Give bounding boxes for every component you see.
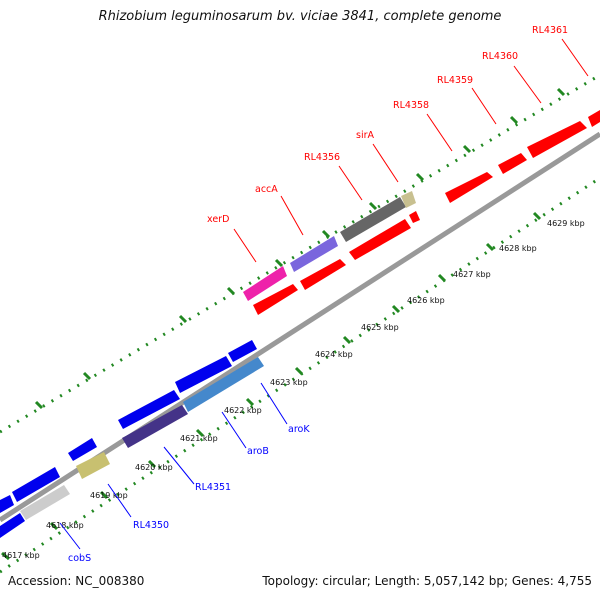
inner-dotted-track xyxy=(0,176,600,574)
leader-line xyxy=(280,195,304,236)
gene-arrow[interactable] xyxy=(401,191,416,208)
gene-label-aroK[interactable]: aroK xyxy=(288,424,310,435)
leader-line xyxy=(372,143,399,183)
scale-label: 4623 kbp xyxy=(270,378,308,387)
top-leader-lines xyxy=(233,38,589,263)
gene-arrow[interactable] xyxy=(20,485,70,520)
major-tick xyxy=(1,551,10,561)
leader-line xyxy=(513,65,542,104)
gene-label-cobS[interactable]: cobS xyxy=(68,553,91,564)
major-tick xyxy=(49,521,59,531)
gene-arrow[interactable] xyxy=(175,356,232,393)
gene-label-aroB[interactable]: aroB xyxy=(247,446,269,457)
scale-label: 4626 kbp xyxy=(407,296,445,305)
gene-arrow[interactable] xyxy=(122,405,188,448)
scale-labels: 4617 kbp 4618 kbp 4619 kbp 4620 kbp 4621… xyxy=(2,219,585,560)
major-tick xyxy=(485,242,495,252)
gene-arrow[interactable] xyxy=(290,236,338,272)
gene-label-RL4351[interactable]: RL4351 xyxy=(195,482,231,493)
top-gene-labels: xerD accA RL4356 sirA RL4358 RL4359 RL43… xyxy=(207,25,568,225)
gene-arrow[interactable] xyxy=(340,197,406,242)
scale-ticks xyxy=(1,87,566,561)
scale-label: 4629 kbp xyxy=(547,219,585,228)
gene-arrow[interactable] xyxy=(0,513,25,538)
major-tick xyxy=(532,211,542,221)
gene-label-RL4359[interactable]: RL4359 xyxy=(437,75,473,86)
gene-label-xerD[interactable]: xerD xyxy=(207,214,229,225)
leader-line xyxy=(260,382,288,425)
gene-arrow[interactable] xyxy=(300,259,346,290)
major-tick xyxy=(391,304,401,314)
gene-label-sirA[interactable]: sirA xyxy=(356,130,374,141)
gene-arrow[interactable] xyxy=(183,357,264,412)
outer-tick xyxy=(509,115,519,125)
major-tick xyxy=(99,490,109,500)
gene-arrow[interactable] xyxy=(588,110,600,127)
scale-label: 4617 kbp xyxy=(2,551,40,560)
bottom-leader-lines xyxy=(59,382,288,550)
gene-arrow[interactable] xyxy=(12,467,60,502)
accession-label: Accession: NC_008380 xyxy=(8,574,145,588)
major-tick xyxy=(342,335,352,345)
scale-label: 4628 kbp xyxy=(499,244,537,253)
gene-arrow[interactable] xyxy=(0,495,14,513)
outer-tick xyxy=(556,87,566,97)
gene-label-RL4361[interactable]: RL4361 xyxy=(532,25,568,36)
gene-arrow[interactable] xyxy=(349,219,411,260)
leader-line xyxy=(426,113,453,152)
outer-tick xyxy=(178,314,188,324)
gene-arrow[interactable] xyxy=(253,284,298,315)
gene-arrow[interactable] xyxy=(76,452,110,479)
major-tick xyxy=(437,273,447,283)
leader-line xyxy=(561,38,589,77)
scale-label: 4625 kbp xyxy=(361,323,399,332)
scale-label: 4627 kbp xyxy=(453,270,491,279)
map-title: Rhizobium leguminosarum bv. viciae 3841,… xyxy=(98,9,502,24)
leader-line xyxy=(233,228,257,263)
gene-arrow[interactable] xyxy=(118,390,180,429)
outer-tick xyxy=(226,286,236,296)
scale-label: 4618 kbp xyxy=(46,521,84,530)
leader-line xyxy=(59,522,81,550)
scale-label: 4619 kbp xyxy=(90,491,128,500)
gene-label-RL4350[interactable]: RL4350 xyxy=(133,520,169,531)
gene-label-RL4356[interactable]: RL4356 xyxy=(304,152,340,163)
outer-tick xyxy=(34,400,44,410)
gene-arrow[interactable] xyxy=(68,438,97,461)
outer-tick xyxy=(321,229,331,239)
scale-label: 4622 kbp xyxy=(224,406,262,415)
gene-label-accA[interactable]: accA xyxy=(255,184,278,195)
reverse-strand-genes xyxy=(0,340,264,538)
leader-line xyxy=(471,87,497,125)
major-tick xyxy=(195,428,205,438)
outer-tick xyxy=(415,172,425,182)
leader-line xyxy=(338,165,363,201)
major-tick xyxy=(147,459,157,469)
major-tick xyxy=(294,366,304,376)
topology-label: Topology: circular; Length: 5,057,142 bp… xyxy=(262,574,592,588)
outer-tick xyxy=(462,144,472,154)
gene-arrow[interactable] xyxy=(228,340,257,362)
outer-tick xyxy=(274,258,284,268)
gene-label-RL4360[interactable]: RL4360 xyxy=(482,51,518,62)
scale-label: 4624 kbp xyxy=(315,350,353,359)
gene-label-RL4358[interactable]: RL4358 xyxy=(393,100,429,111)
gene-arrow[interactable] xyxy=(409,211,420,223)
leader-line xyxy=(221,411,247,449)
major-tick xyxy=(245,397,255,407)
gene-arrow[interactable] xyxy=(498,153,527,174)
outer-tick xyxy=(82,371,92,381)
gene-arrow[interactable] xyxy=(527,121,587,158)
leader-line xyxy=(163,446,195,485)
leader-line xyxy=(107,483,132,518)
outer-tick xyxy=(368,201,378,211)
gene-arrow[interactable] xyxy=(445,172,493,203)
gene-arrow[interactable] xyxy=(243,266,287,301)
scale-label: 4621 kbp xyxy=(180,434,218,443)
forward-strand-genes xyxy=(243,110,600,315)
scale-label: 4620 kbp xyxy=(135,463,173,472)
bottom-gene-labels: cobS RL4350 RL4351 aroB aroK xyxy=(68,424,310,564)
outer-dotted-track xyxy=(0,73,600,434)
